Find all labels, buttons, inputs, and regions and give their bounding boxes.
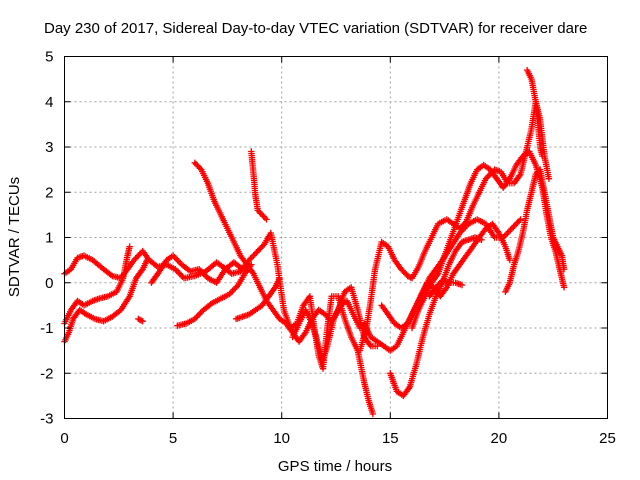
series-track-8 <box>232 275 283 323</box>
y-tick-label: 4 <box>45 94 53 111</box>
y-tick-label: 3 <box>45 139 53 156</box>
x-tick-label: 0 <box>60 430 68 447</box>
y-axis-label: SDTVAR / TECUs <box>6 177 23 297</box>
x-axis-label: GPS time / hours <box>278 458 392 475</box>
data-point-marker <box>478 236 485 243</box>
chart-title: Day 230 of 2017, Sidereal Day-to-day VTE… <box>44 20 587 37</box>
data-point-marker <box>560 266 568 273</box>
data-point-marker <box>560 284 568 291</box>
data-point-marker <box>545 175 553 182</box>
series-track-16 <box>426 277 466 300</box>
y-tick-label: -2 <box>40 365 53 382</box>
series-track-9 <box>248 148 270 223</box>
data-point-marker <box>369 410 377 418</box>
data-point-marker <box>458 281 466 289</box>
y-tick-label: -1 <box>40 320 53 337</box>
series-track-2 <box>61 243 133 327</box>
y-tick-label: 5 <box>45 49 53 66</box>
data-point-marker <box>539 152 546 160</box>
series-track-7 <box>174 261 255 329</box>
series-track-10 <box>289 297 364 363</box>
series-track-3 <box>61 256 151 345</box>
data-point-marker <box>196 165 204 172</box>
x-tick-label: 15 <box>382 430 399 447</box>
series-track-14 <box>387 234 485 400</box>
data-point-marker <box>263 216 270 223</box>
y-tick-label: 0 <box>45 275 53 292</box>
data-point-marker <box>506 256 513 264</box>
y-tick-label: 2 <box>45 184 53 201</box>
x-tick-label: 10 <box>273 430 290 447</box>
data-point-marker <box>517 216 524 223</box>
x-tick-label: 5 <box>169 430 177 447</box>
data-point-marker <box>238 264 245 272</box>
data-layer <box>61 66 568 418</box>
data-point-marker <box>143 256 151 264</box>
x-tick-label: 25 <box>599 430 616 447</box>
grid-layer <box>64 56 608 419</box>
x-tick-label: 20 <box>491 430 508 447</box>
data-point-marker <box>276 275 283 282</box>
y-tick-label: 1 <box>45 230 53 247</box>
data-point-marker <box>356 324 364 332</box>
data-point-marker <box>126 243 133 250</box>
series-track-5 <box>148 252 246 286</box>
y-tick-label: -3 <box>40 411 53 428</box>
data-point-marker <box>139 318 146 325</box>
series-track-17 <box>502 166 568 295</box>
data-point-marker <box>248 261 255 268</box>
series-track-4 <box>135 315 146 325</box>
tick-layer: 0 5 10 15 20 25 -3 -2 -1 0 1 2 3 4 5 <box>40 49 616 448</box>
data-point-marker <box>239 266 246 273</box>
series-track-18 <box>523 66 546 160</box>
